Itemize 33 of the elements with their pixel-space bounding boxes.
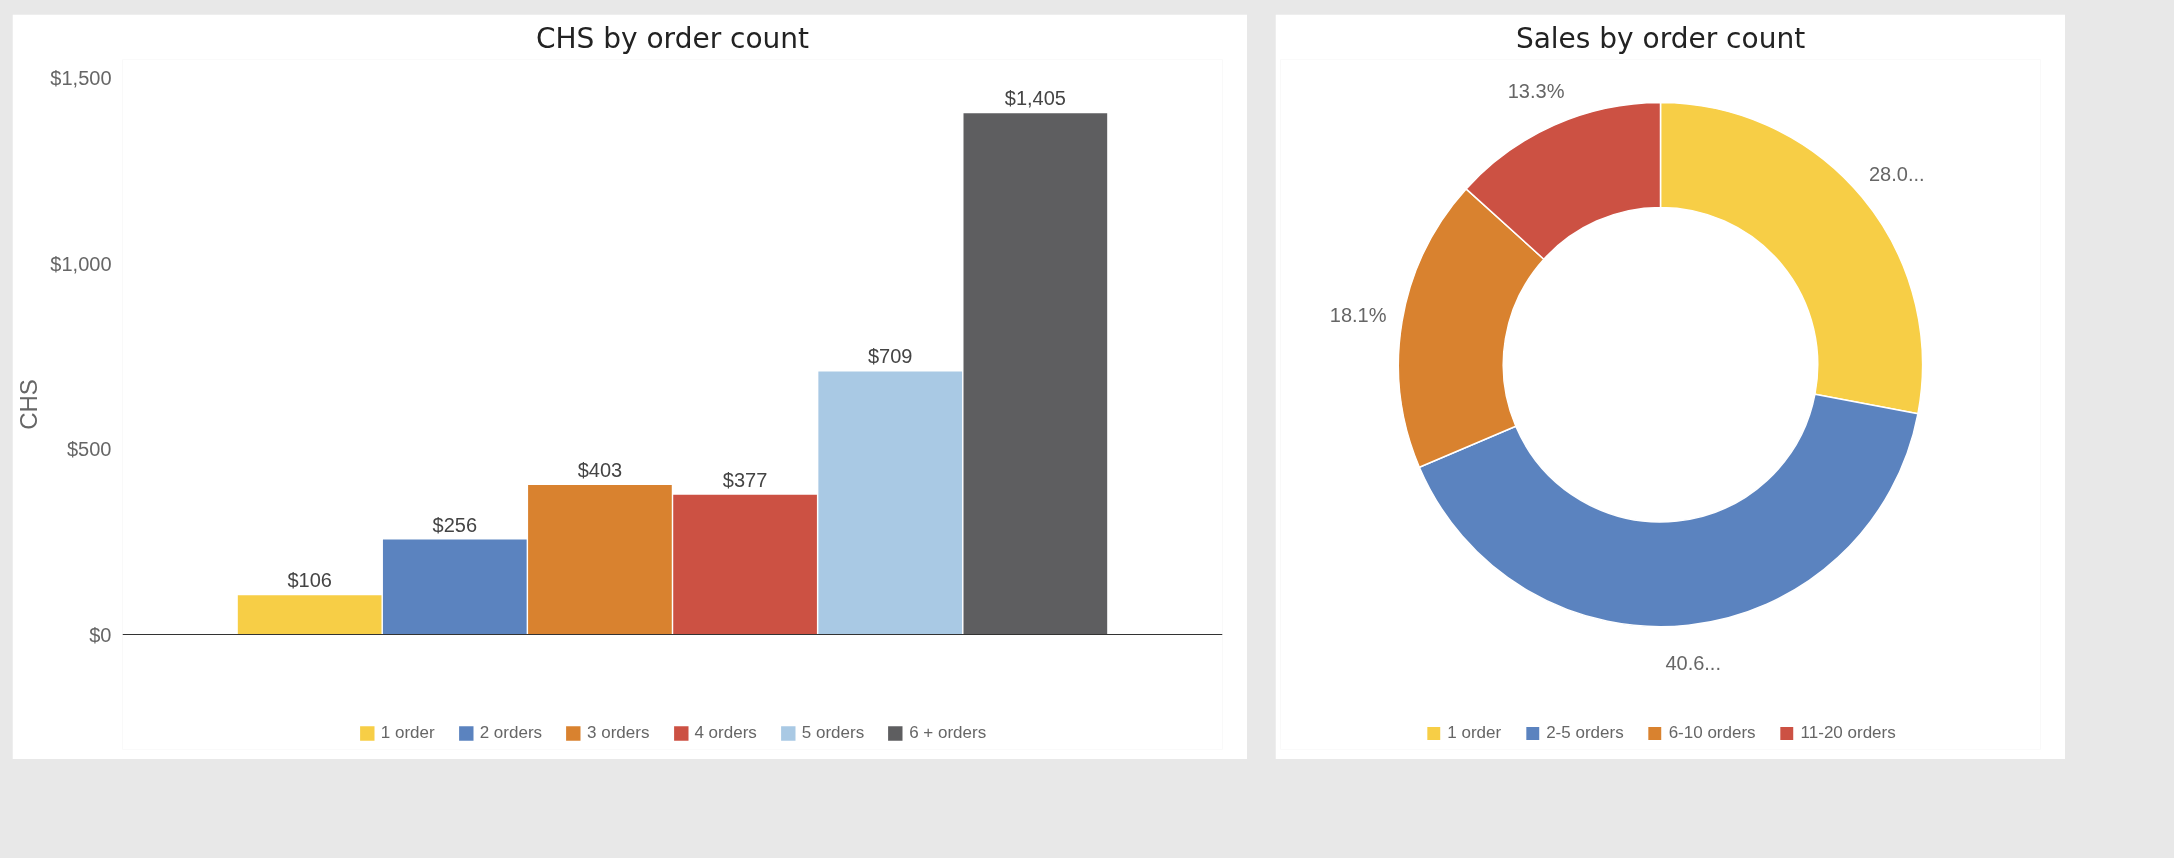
legend-label: 2-5 orders <box>1546 723 1624 743</box>
y-tick-label: $1,500 <box>50 67 112 90</box>
data-label: 18.1% <box>1329 303 1387 326</box>
bar <box>963 113 1108 635</box>
legend-label: 2 orders <box>479 723 543 743</box>
legend-label: 4 orders <box>694 723 757 743</box>
y-tick-label: $1,000 <box>50 252 112 275</box>
data-label: $377 <box>722 468 768 491</box>
legend-label: 6 + orders <box>909 723 987 743</box>
chart-title: Sales by order count <box>1515 21 1806 55</box>
bar <box>818 371 963 635</box>
data-label: $106 <box>287 569 332 592</box>
data-label: $1,405 <box>1004 87 1066 110</box>
y-tick-label: $500 <box>67 438 112 461</box>
legend-label: 6-10 orders <box>1668 723 1756 743</box>
bar <box>528 485 672 635</box>
legend-label: 11-20 orders <box>1800 723 1896 743</box>
data-label: $709 <box>867 345 913 368</box>
data-label: 13.3% <box>1507 79 1565 102</box>
bar <box>237 595 382 635</box>
legend-label: 5 orders <box>801 723 865 743</box>
data-label: 28.0... <box>1868 162 1925 185</box>
data-label: $403 <box>577 459 623 481</box>
data-label: $256 <box>432 513 478 536</box>
bar <box>382 539 527 635</box>
y-tick-label: $0 <box>89 623 112 646</box>
chart-title: CHS by order count <box>535 21 810 55</box>
legend-label: 1 order <box>1447 723 1502 743</box>
y-axis-title: CHS <box>15 379 43 430</box>
bar <box>673 494 817 635</box>
legend-label: 1 order <box>380 723 435 743</box>
legend-label: 3 orders <box>587 723 650 743</box>
data-label: 40.6... <box>1665 651 1721 674</box>
